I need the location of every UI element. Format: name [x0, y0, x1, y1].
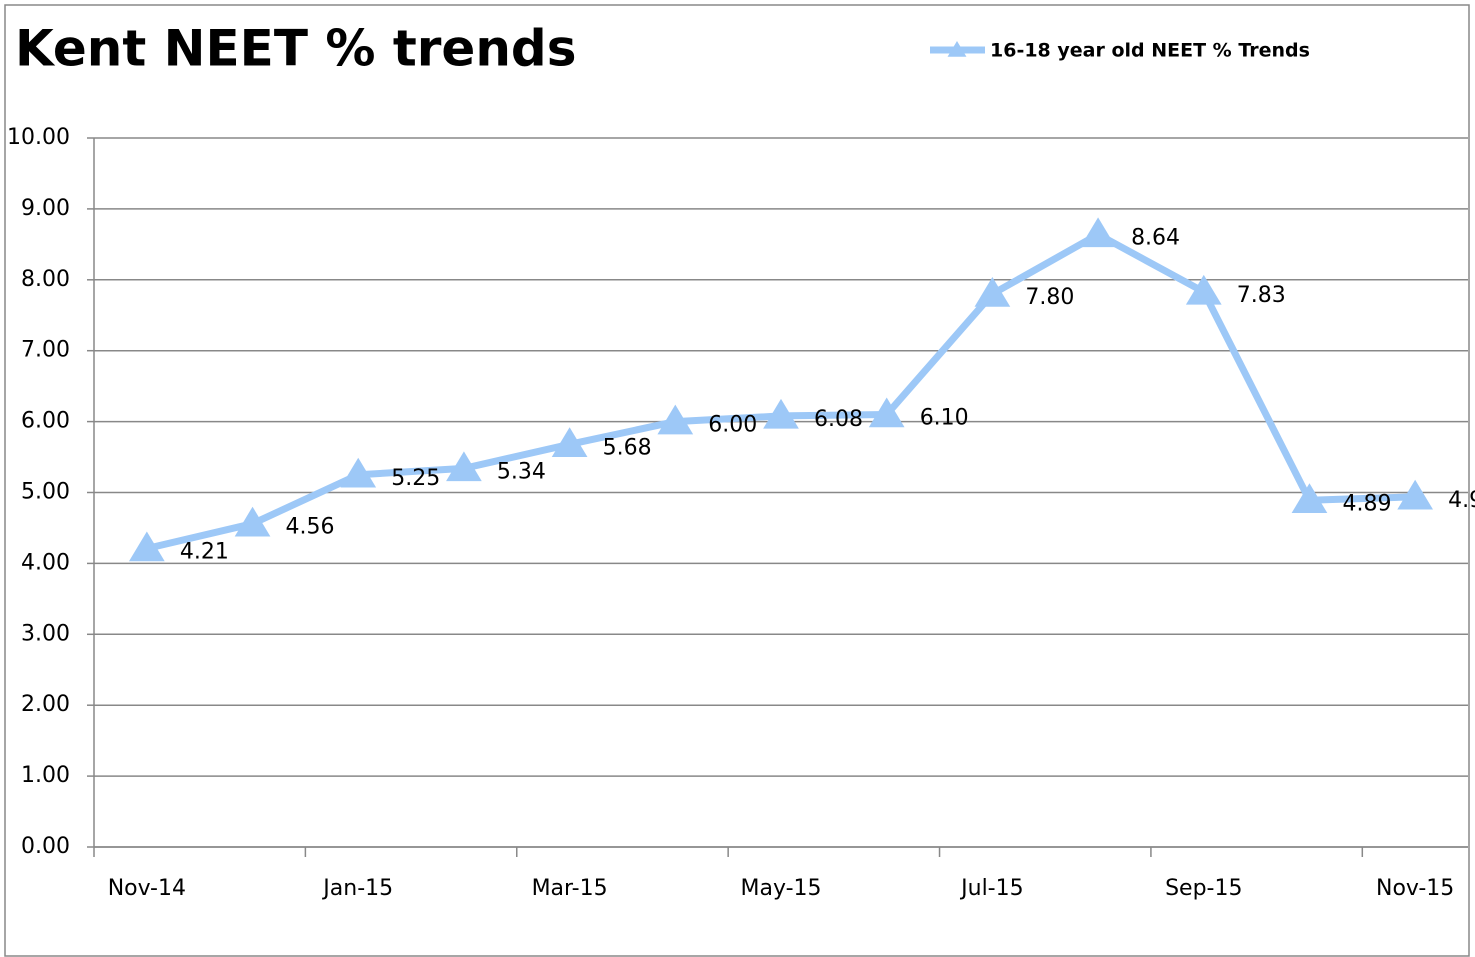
data-marker	[1397, 479, 1434, 510]
data-marker	[551, 427, 588, 458]
x-tick-label: Sep-15	[1165, 876, 1242, 901]
data-marker	[128, 531, 165, 562]
y-tick-label: 6.00	[21, 409, 70, 434]
data-label: 5.68	[603, 435, 652, 460]
data-marker	[657, 404, 694, 435]
data-label: 8.64	[1131, 225, 1180, 250]
data-label: 4.94	[1448, 488, 1475, 513]
data-label: 6.10	[920, 406, 969, 431]
legend-marker	[947, 41, 967, 57]
y-tick-label: 1.00	[21, 763, 70, 788]
data-label: 6.00	[708, 413, 757, 438]
data-marker	[1291, 483, 1328, 514]
data-marker	[974, 276, 1011, 307]
x-tick-label: Jan-15	[321, 876, 393, 901]
data-marker	[446, 451, 482, 482]
data-marker	[763, 398, 799, 429]
chart-title: Kent NEET % trends	[15, 20, 576, 78]
x-tick-label: May-15	[740, 876, 821, 901]
data-label: 4.21	[180, 540, 229, 565]
data-marker	[234, 506, 271, 537]
y-tick-label: 2.00	[21, 692, 70, 717]
x-tick-label: Mar-15	[532, 876, 608, 901]
data-marker	[1185, 274, 1222, 305]
y-tick-label: 0.00	[21, 834, 70, 859]
x-tick-label: Nov-14	[108, 876, 186, 901]
legend-label: 16-18 year old NEET % Trends	[990, 40, 1310, 62]
y-tick-label: 5.00	[21, 480, 70, 505]
x-tick-label: Jul-15	[959, 876, 1023, 901]
data-marker	[340, 457, 377, 488]
data-marker	[868, 397, 905, 428]
y-tick-label: 9.00	[21, 196, 70, 221]
data-label: 4.89	[1342, 491, 1391, 516]
data-marker	[1080, 217, 1116, 248]
data-label: 5.34	[497, 459, 546, 484]
data-label: 7.83	[1237, 283, 1286, 308]
y-tick-label: 8.00	[21, 267, 70, 292]
y-tick-label: 4.00	[21, 550, 70, 575]
y-tick-label: 7.00	[21, 338, 70, 363]
data-label: 5.25	[391, 466, 440, 491]
data-label: 7.80	[1025, 285, 1074, 310]
data-label: 4.56	[286, 515, 335, 540]
y-tick-label: 10.00	[7, 125, 70, 150]
x-tick-label: Nov-15	[1376, 876, 1454, 901]
y-tick-label: 3.00	[21, 621, 70, 646]
data-label: 6.08	[814, 407, 863, 432]
chart-frame	[4, 4, 1470, 957]
